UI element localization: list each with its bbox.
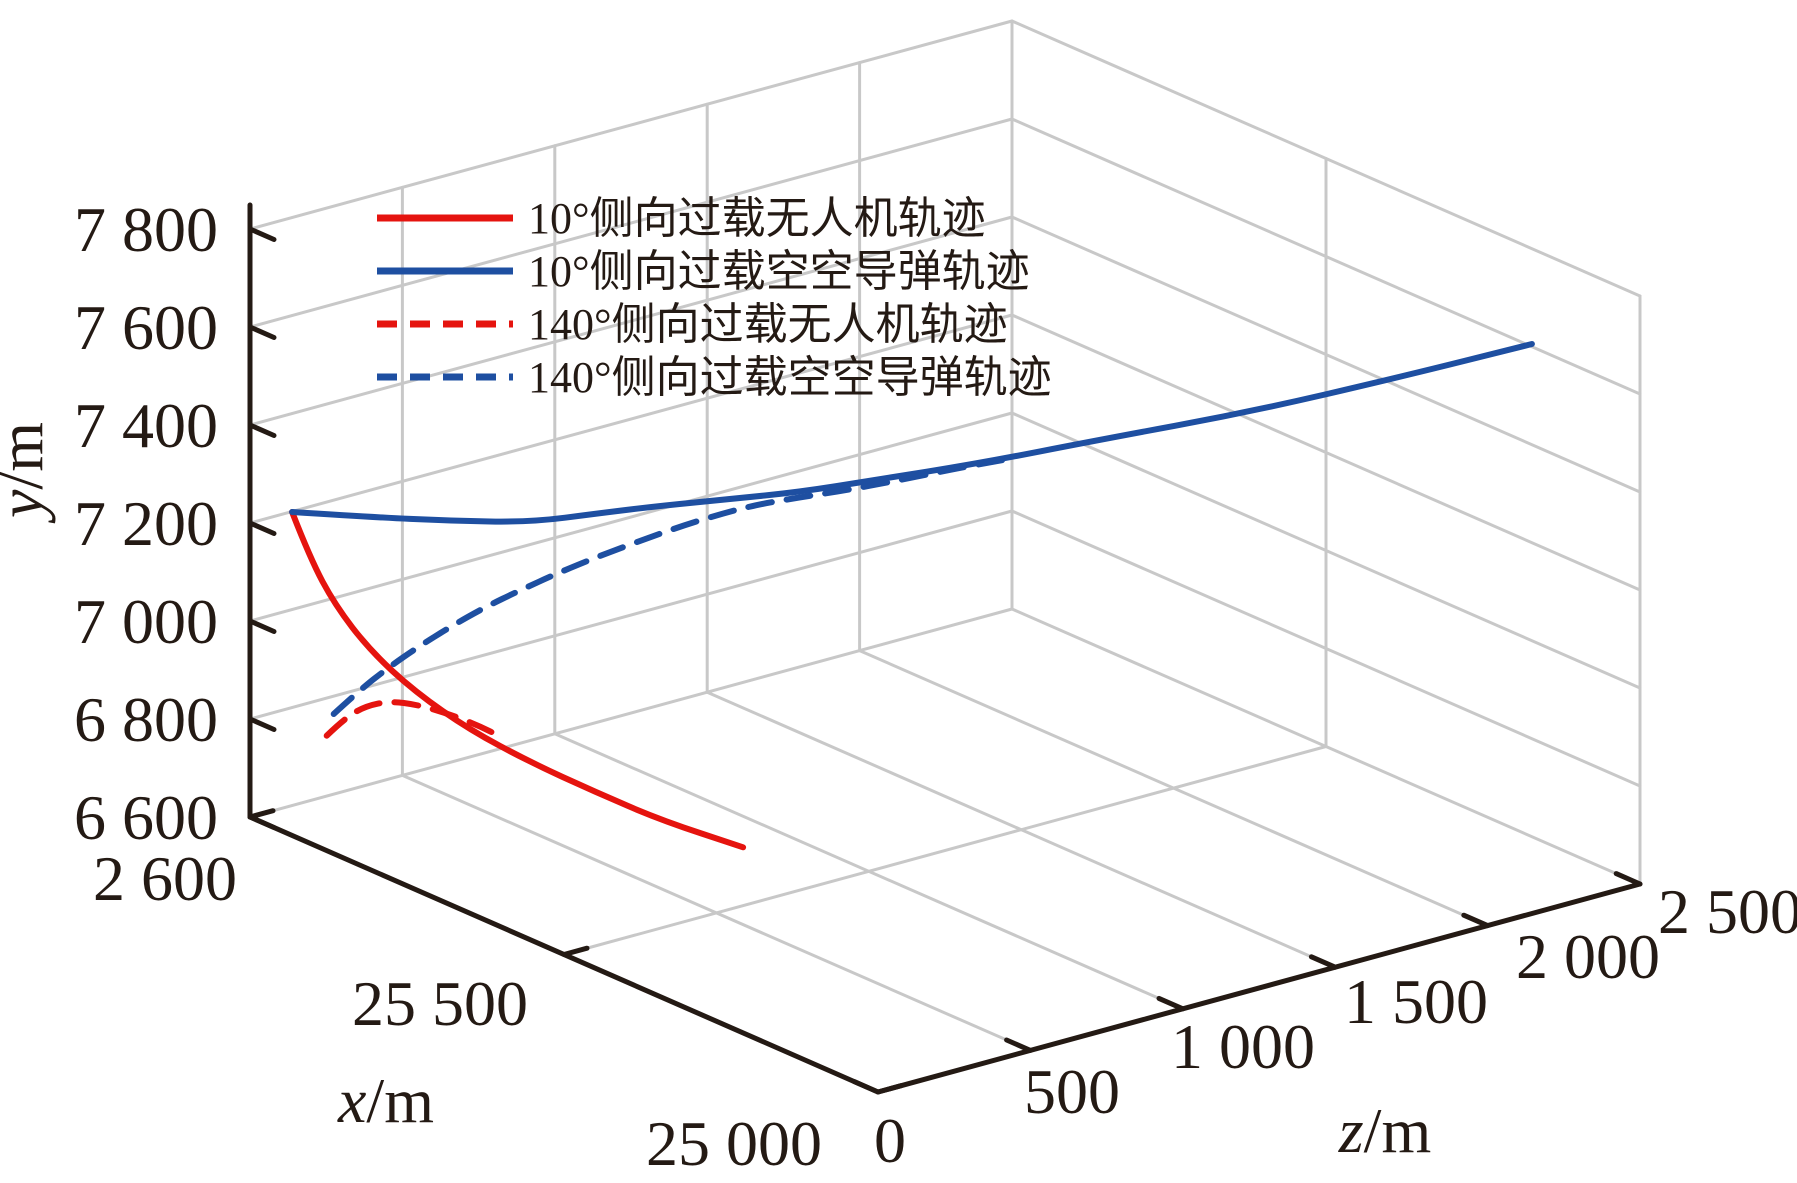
legend-label-red-dashed: 140°侧向过载无人机轨迹 [528, 300, 1008, 349]
x-tick-label: 2 600 [93, 843, 237, 914]
grid-layer [248, 61, 1642, 1052]
x-tick [247, 808, 276, 820]
series-curve-3 [330, 455, 1013, 717]
z-tick-label: 1 500 [1344, 966, 1488, 1037]
y-tick-label: 7 200 [74, 488, 218, 559]
y-tick-label: 6 800 [74, 684, 218, 755]
y-tick-label: 7 000 [74, 586, 218, 657]
z-tick [1004, 1037, 1033, 1053]
y-tick-label: 7 800 [74, 194, 218, 265]
y-tick-label: 7 600 [74, 292, 218, 363]
y-axis-title: y/m [0, 422, 56, 524]
y-tick [247, 814, 277, 830]
box-edge-top-left [248, 19, 1014, 231]
y-tick-label: 6 600 [74, 782, 218, 853]
z-tick-label: 2 000 [1516, 921, 1660, 992]
series-curve-1 [289, 341, 1535, 525]
z-tick-label: 1 000 [1171, 1011, 1315, 1082]
box-edge-top-right [1010, 19, 1642, 298]
x-tick [875, 1083, 904, 1095]
z-tick-label: 500 [1024, 1056, 1120, 1127]
tick-marks-layer [247, 226, 1643, 1095]
z-tick [1613, 871, 1643, 887]
x-tick [561, 945, 590, 957]
z-tick-label: 0 [874, 1105, 906, 1176]
z-tick [1461, 912, 1491, 929]
grid-leftwall-y [248, 313, 1014, 525]
y-tick [247, 226, 277, 242]
grid-floor-x [562, 745, 1328, 956]
legend-label-blue-solid: 10°侧向过载空空导弹轨迹 [528, 247, 1030, 296]
y-tick [247, 422, 277, 438]
x-tick-label: 25 000 [646, 1108, 822, 1179]
box-edge-floor-back [1010, 607, 1642, 886]
z-tick-label: 2 500 [1658, 876, 1797, 947]
box-edge-floor-left [248, 607, 1014, 819]
series-curve-2 [323, 699, 506, 741]
series-curve-0 [289, 509, 747, 851]
grid-leftwall-y [248, 411, 1014, 623]
y-tick [247, 324, 277, 340]
grid-leftwall-y [248, 509, 1014, 721]
z-tick [1156, 995, 1186, 1012]
legend-label-blue-dashed: 140°侧向过载空空导弹轨迹 [528, 353, 1052, 402]
legend-label-red-solid: 10°侧向过载无人机轨迹 [528, 194, 986, 243]
z-tick [851, 1079, 881, 1095]
grid-leftwall-y [248, 117, 1014, 329]
z-tick [1308, 954, 1338, 970]
box-edges-layer [248, 19, 1642, 886]
y-tick-label: 7 400 [74, 390, 218, 461]
y-tick [247, 520, 277, 536]
y-tick [247, 716, 277, 732]
grid-leftwall-y [248, 215, 1014, 427]
z-axis-line [875, 881, 1643, 1095]
data-series-layer [289, 341, 1535, 851]
legend: 10°侧向过载无人机轨迹 10°侧向过载空空导弹轨迹 140°侧向过载无人机轨迹… [377, 194, 1052, 402]
x-tick-label: 25 500 [352, 968, 528, 1039]
x-axis-title: x/m [337, 1065, 434, 1136]
y-tick [247, 618, 277, 634]
z-axis-title: z/m [1338, 1095, 1431, 1166]
